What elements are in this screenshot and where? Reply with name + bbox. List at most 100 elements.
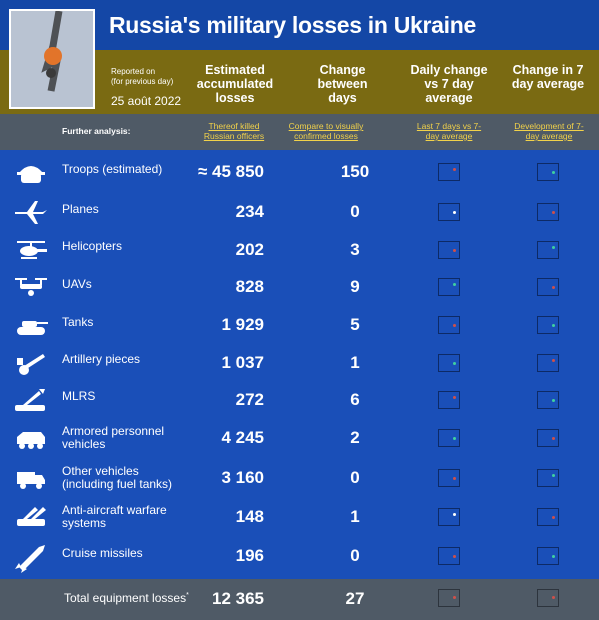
- trend-dot: [453, 362, 456, 365]
- row-change7-sparkline[interactable]: [537, 547, 559, 565]
- row-daily-sparkline[interactable]: [438, 429, 460, 447]
- trend-dot: [453, 513, 456, 516]
- table-row: Troops (estimated) ≈ 45 850 150: [0, 152, 599, 192]
- row-daily-sparkline[interactable]: [438, 547, 460, 565]
- row-daily-sparkline[interactable]: [438, 278, 460, 296]
- row-value: 4 245: [221, 428, 264, 447]
- killed-officers-link[interactable]: Thereof killed Russian officers: [203, 121, 265, 141]
- row-label: Anti-aircraft warfare systems: [62, 503, 167, 530]
- compare-confirmed-link[interactable]: Compare to visually confirmed losses: [288, 121, 364, 141]
- missile-icon: [13, 543, 49, 573]
- row-daily-sparkline[interactable]: [438, 508, 460, 526]
- row-change: 150: [340, 162, 370, 181]
- trend-dot: [453, 168, 456, 171]
- table-row: Other vehicles (including fuel tanks) 3 1…: [0, 458, 599, 497]
- col-header-change: Change between days: [317, 63, 368, 105]
- helicopter-icon: [13, 237, 49, 263]
- total-row: Total equipment losses* 12 365 27: [0, 579, 599, 620]
- row-change7-sparkline[interactable]: [537, 391, 559, 409]
- trend-dot: [453, 249, 456, 252]
- row-change7-sparkline[interactable]: [537, 469, 559, 487]
- row-daily-sparkline[interactable]: [438, 163, 460, 181]
- table-row: Cruise missiles 196 0: [0, 536, 599, 576]
- trend-dot: [552, 286, 555, 289]
- trend-dot: [453, 283, 456, 286]
- col-header-change7: Change in 7 day average: [511, 63, 585, 91]
- row-daily-sparkline[interactable]: [438, 391, 460, 409]
- last-7-days-link[interactable]: Last 7 days vs 7-day average: [416, 121, 482, 141]
- row-value: 1 037: [221, 353, 264, 372]
- row-label: Armored personnel vehicles: [62, 424, 165, 451]
- row-label: Other vehicles (including fuel tanks): [62, 464, 173, 491]
- row-change7-sparkline[interactable]: [537, 316, 559, 334]
- trend-dot: [453, 596, 456, 599]
- trend-dot: [453, 437, 456, 440]
- table-row: Armored personnel vehicles 4 245 2: [0, 418, 599, 458]
- trend-dot: [552, 399, 555, 402]
- anti-aircraft-icon: [13, 504, 49, 530]
- reported-note-text: (for previous day): [111, 77, 174, 86]
- row-label: Helicopters: [62, 239, 123, 253]
- row-change7-sparkline[interactable]: [537, 508, 559, 526]
- page-title: Russia's military losses in Ukraine: [109, 12, 476, 38]
- trend-dot: [552, 596, 555, 599]
- row-value: 828: [235, 277, 264, 296]
- trend-dot: [552, 246, 555, 249]
- burning-aircraft-icon: [11, 11, 93, 107]
- row-change: 1: [350, 353, 360, 372]
- row-daily-sparkline[interactable]: [438, 241, 460, 259]
- row-change7-sparkline[interactable]: [537, 429, 559, 447]
- row-value: 3 160: [221, 468, 264, 487]
- row-label: Tanks: [62, 315, 94, 329]
- trend-dot: [453, 477, 456, 480]
- row-label: Troops (estimated): [62, 162, 163, 176]
- row-label: UAVs: [62, 277, 92, 291]
- plane-icon: [13, 199, 49, 225]
- table-row: Anti-aircraft warfare systems 148 1: [0, 497, 599, 536]
- trend-dot: [552, 324, 555, 327]
- row-value: 202: [235, 240, 264, 259]
- row-daily-sparkline[interactable]: [438, 354, 460, 372]
- header-photo: [9, 9, 95, 109]
- table-row: Planes 234 0: [0, 193, 599, 231]
- total-daily-sparkline[interactable]: [438, 589, 460, 607]
- row-change: 6: [350, 390, 360, 409]
- row-change: 0: [350, 202, 360, 221]
- total-change7-sparkline[interactable]: [537, 589, 559, 607]
- row-change: 5: [350, 315, 360, 334]
- soldier-helmet-icon: [13, 159, 49, 185]
- row-change7-sparkline[interactable]: [537, 278, 559, 296]
- row-daily-sparkline[interactable]: [438, 316, 460, 334]
- development-7day-link[interactable]: Development of 7-day average: [514, 121, 584, 141]
- table-row: Tanks 1 929 5: [0, 306, 599, 344]
- analysis-label: Further analysis:: [62, 126, 131, 136]
- trend-dot: [453, 211, 456, 214]
- row-change7-sparkline[interactable]: [537, 203, 559, 221]
- trend-dot: [552, 359, 555, 362]
- row-change7-sparkline[interactable]: [537, 354, 559, 372]
- row-value: 148: [235, 507, 264, 526]
- apc-icon: [13, 425, 49, 451]
- row-value: ≈ 45 850: [197, 162, 264, 181]
- table-row: UAVs 828 9: [0, 268, 599, 306]
- row-change: 3: [350, 240, 360, 259]
- row-change7-sparkline[interactable]: [537, 163, 559, 181]
- row-change: 9: [350, 277, 360, 296]
- row-daily-sparkline[interactable]: [438, 203, 460, 221]
- total-label-text: Total equipment losses: [64, 591, 187, 605]
- row-value: 234: [235, 202, 264, 221]
- row-label: MLRS: [62, 389, 96, 403]
- header-bar: [0, 0, 599, 50]
- row-label: Cruise missiles: [62, 546, 143, 560]
- col-header-estimated: Estimated accumulated losses: [196, 63, 274, 105]
- trend-dot: [552, 171, 555, 174]
- row-change: 0: [350, 468, 360, 487]
- reported-label: Reported on (for previous day): [111, 67, 173, 87]
- trend-dot: [552, 474, 555, 477]
- table-row: MLRS 272 6: [0, 381, 599, 418]
- row-label: Planes: [62, 202, 99, 216]
- row-daily-sparkline[interactable]: [438, 469, 460, 487]
- table-row: Helicopters 202 3: [0, 231, 599, 268]
- row-change7-sparkline[interactable]: [537, 241, 559, 259]
- rocket-launcher-icon: [13, 387, 49, 413]
